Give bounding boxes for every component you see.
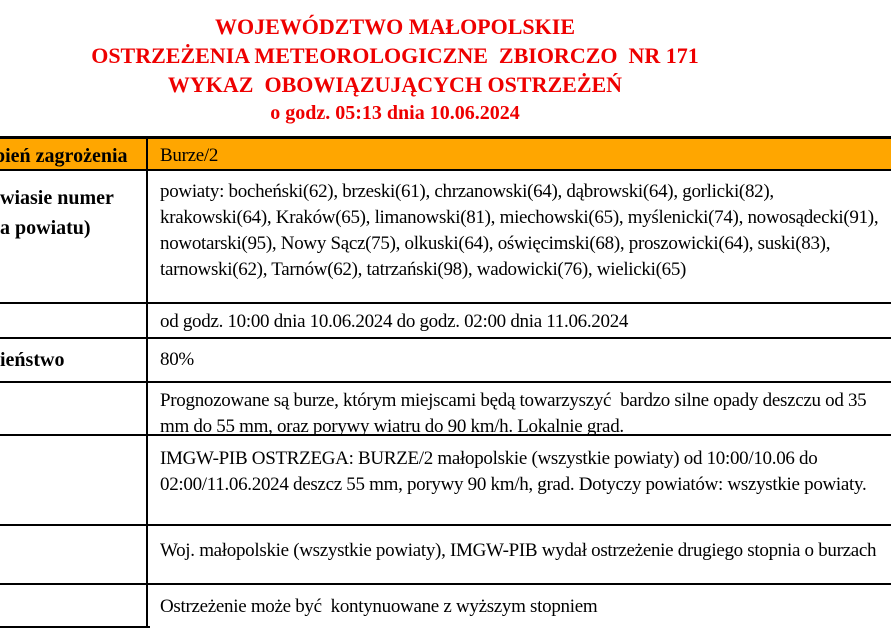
table-row-counties: wiasie numer a powiatu) powiaty: bocheńs…	[0, 171, 891, 304]
row-label-cell	[0, 436, 148, 524]
table-row-sms-text: IMGW-PIB OSTRZEGA: BURZE/2 małopolskie (…	[0, 436, 891, 526]
row-label-cell	[0, 585, 148, 626]
row-label-text-line2: a powiatu)	[0, 217, 91, 239]
row-value-cell: od godz. 10:00 dnia 10.06.2024 do godz. …	[160, 311, 629, 332]
row-label-text: pień zagrożenia	[0, 145, 128, 167]
row-label-cell: ieństwo	[0, 339, 148, 381]
row-label-text-line1: wiasie numer	[0, 187, 114, 209]
row-label-cell	[0, 526, 148, 583]
row-value-cell: Ostrzeżenie może być kontynuowane z wyżs…	[160, 596, 598, 617]
table-row-forecast: Prognozowane są burze, którym miejscami …	[0, 383, 891, 437]
row-value-cell: powiaty: bocheński(62), brzeski(61), chr…	[160, 181, 883, 280]
table-row-rso-text: Woj. małopolskie (wszystkie powiaty), IM…	[0, 526, 891, 585]
header-list-title: WYKAZ OBOWIĄZUJĄCYCH OSTRZEŻEŃ	[167, 72, 623, 97]
document-header: WOJEWÓDZTWO MAŁOPOLSKIE OSTRZEŻENIA METE…	[0, 12, 790, 127]
table-row-validity: od godz. 10:00 dnia 10.06.2024 do godz. …	[0, 304, 891, 339]
row-value-cell: Prognozowane są burze, którym miejscami …	[160, 390, 871, 437]
table-bottom-border-fragment	[0, 626, 150, 628]
row-label-cell	[0, 304, 148, 337]
header-issue-datetime: o godz. 05:13 dnia 10.06.2024	[270, 102, 520, 124]
row-label-cell: pień zagrożenia	[0, 139, 148, 169]
row-label-cell	[0, 383, 148, 434]
warnings-table: pień zagrożenia Burze/2 wiasie numer a p…	[0, 136, 891, 626]
table-row-hazard-level: pień zagrożenia Burze/2	[0, 139, 891, 171]
table-row-remarks: Ostrzeżenie może być kontynuowane z wyżs…	[0, 585, 891, 626]
row-value-cell: IMGW-PIB OSTRZEGA: BURZE/2 małopolskie (…	[160, 448, 867, 495]
table-row-probability: ieństwo 80%	[0, 339, 891, 383]
row-value-cell: Burze/2	[160, 145, 219, 166]
header-voivodeship-title: WOJEWÓDZTWO MAŁOPOLSKIE	[215, 14, 575, 39]
row-label-cell: wiasie numer a powiatu)	[0, 171, 148, 302]
row-value-cell: 80%	[160, 349, 194, 370]
row-value-cell: Woj. małopolskie (wszystkie powiaty), IM…	[160, 540, 877, 561]
header-bulletin-title: OSTRZEŻENIA METEOROLOGICZNE ZBIORCZO NR …	[91, 43, 699, 68]
